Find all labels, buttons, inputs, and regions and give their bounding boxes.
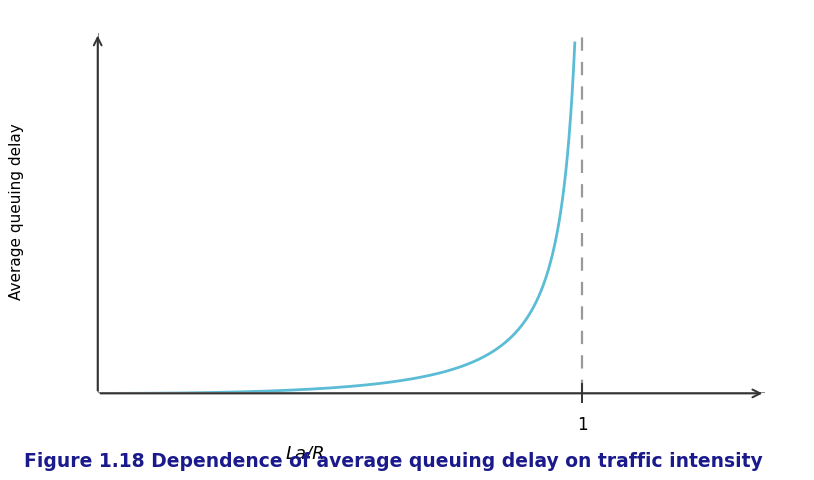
Text: La/R: La/R <box>286 444 325 462</box>
Text: Average queuing delay: Average queuing delay <box>9 123 24 300</box>
Text: 1: 1 <box>577 415 588 433</box>
Text: Figure 1.18 Dependence of average queuing delay on traffic intensity: Figure 1.18 Dependence of average queuin… <box>24 451 764 470</box>
